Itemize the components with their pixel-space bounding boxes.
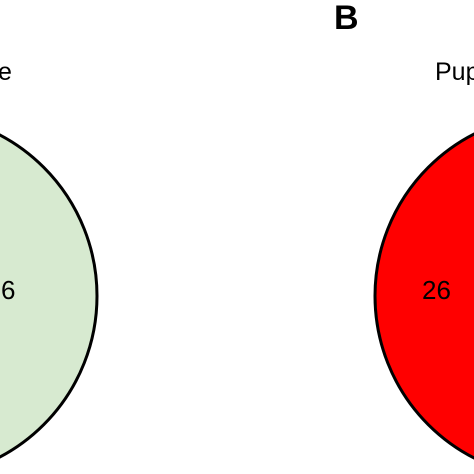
- right-set-label: Pup: [435, 58, 474, 86]
- left-set-count: 6: [1, 275, 15, 305]
- right-set-count: 26: [422, 275, 451, 305]
- left-set-label: e: [0, 58, 12, 86]
- left-set-circle: [0, 133, 99, 459]
- right-set-circle: [373, 132, 474, 460]
- panel-letter-b: B: [334, 0, 359, 37]
